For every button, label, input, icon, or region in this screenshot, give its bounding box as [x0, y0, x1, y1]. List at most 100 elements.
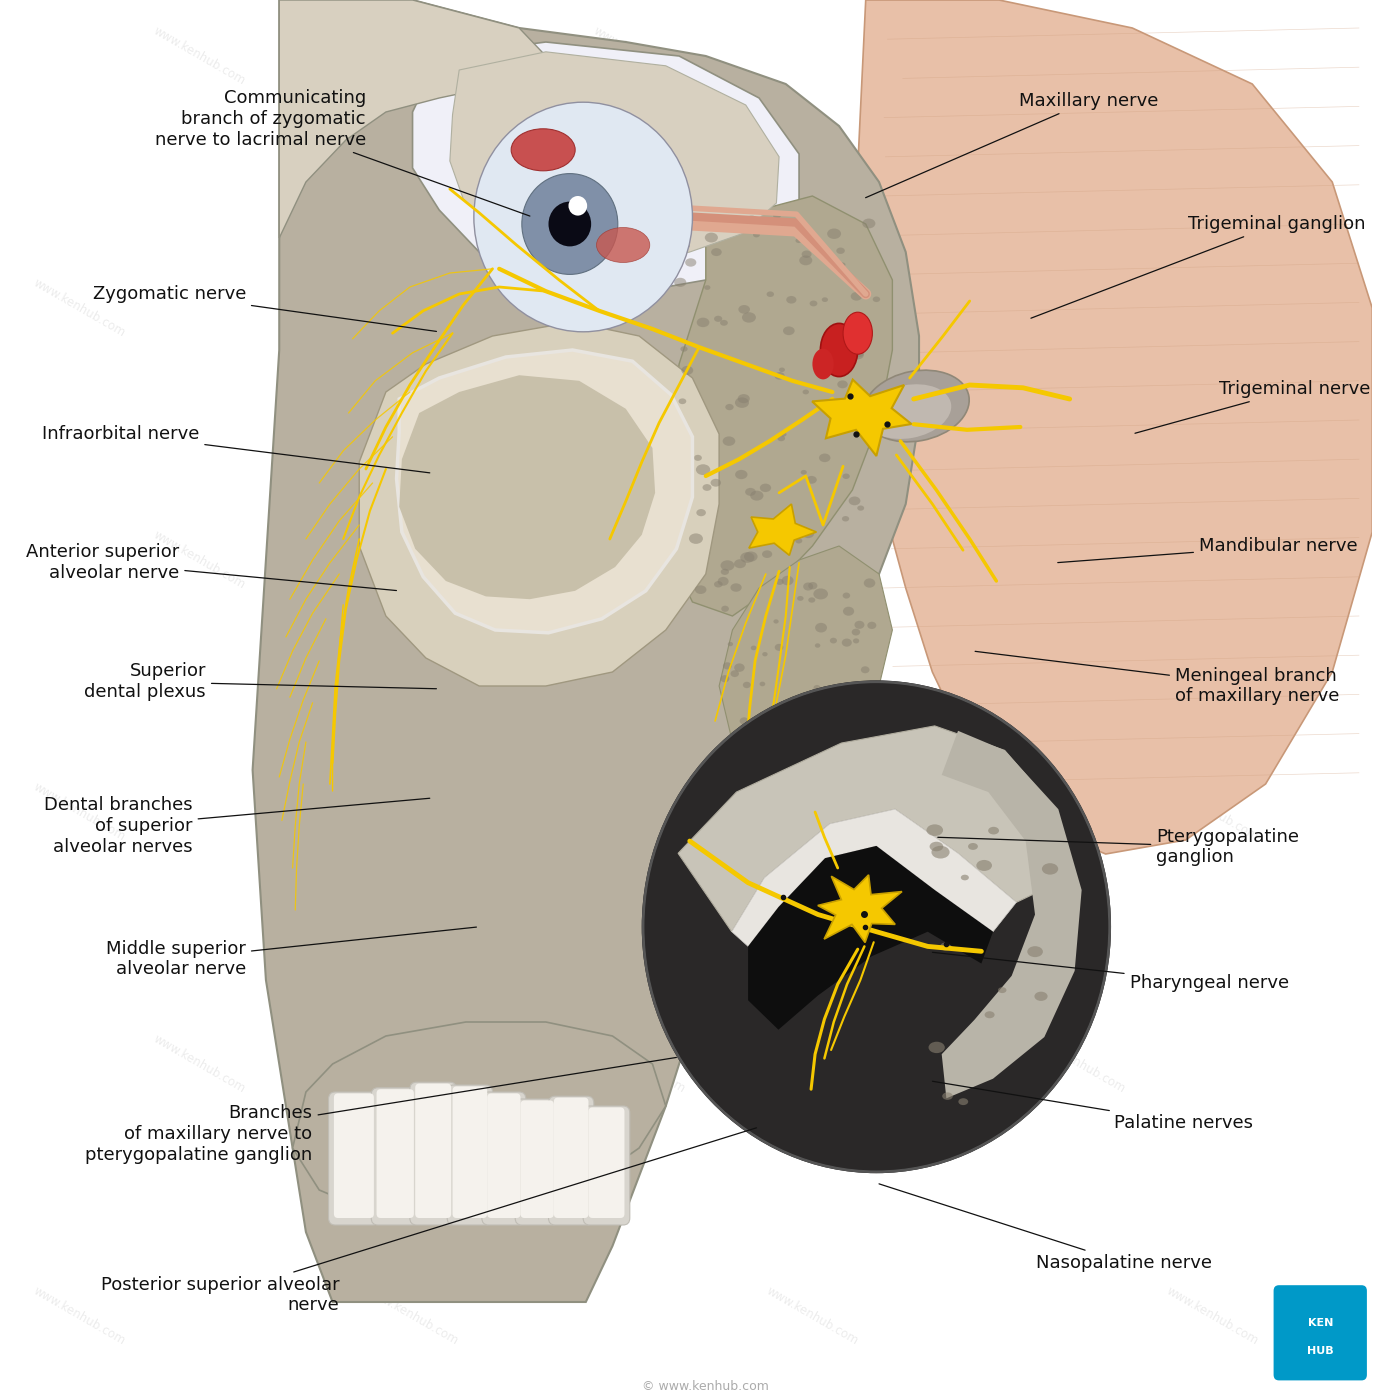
Polygon shape	[666, 196, 892, 616]
Polygon shape	[732, 809, 1016, 946]
FancyBboxPatch shape	[377, 1089, 414, 1218]
Ellipse shape	[781, 433, 787, 437]
Polygon shape	[812, 379, 911, 456]
Ellipse shape	[774, 748, 784, 755]
Text: www.kenhub.com: www.kenhub.com	[151, 1032, 248, 1096]
Text: www.kenhub.com: www.kenhub.com	[1030, 24, 1127, 88]
Text: www.kenhub.com: www.kenhub.com	[1163, 1284, 1260, 1348]
Ellipse shape	[967, 843, 977, 850]
Ellipse shape	[773, 762, 784, 771]
Ellipse shape	[827, 687, 833, 693]
Ellipse shape	[853, 706, 858, 710]
Ellipse shape	[718, 577, 728, 585]
Text: www.kenhub.com: www.kenhub.com	[31, 276, 127, 340]
Ellipse shape	[861, 666, 869, 673]
Text: Dental branches
of superior
alveolar nerves: Dental branches of superior alveolar ner…	[43, 797, 430, 855]
Ellipse shape	[735, 398, 749, 407]
Ellipse shape	[840, 262, 846, 267]
Ellipse shape	[864, 370, 969, 442]
Ellipse shape	[865, 384, 951, 440]
FancyBboxPatch shape	[515, 1099, 559, 1225]
Ellipse shape	[802, 529, 815, 538]
Ellipse shape	[680, 346, 687, 351]
Ellipse shape	[843, 592, 850, 599]
Polygon shape	[293, 1022, 666, 1218]
FancyBboxPatch shape	[416, 1084, 451, 1218]
Text: Mandibular nerve: Mandibular nerve	[1058, 538, 1358, 563]
Ellipse shape	[748, 224, 760, 234]
Ellipse shape	[988, 827, 1000, 834]
Polygon shape	[748, 846, 993, 1030]
Ellipse shape	[714, 581, 722, 588]
Text: Anterior superior
alveolar nerve: Anterior superior alveolar nerve	[27, 543, 396, 591]
FancyBboxPatch shape	[487, 1093, 521, 1218]
Text: www.kenhub.com: www.kenhub.com	[151, 24, 248, 88]
Ellipse shape	[682, 365, 693, 375]
Ellipse shape	[822, 297, 827, 302]
FancyBboxPatch shape	[329, 1092, 379, 1225]
Text: www.kenhub.com: www.kenhub.com	[591, 24, 687, 88]
Ellipse shape	[773, 619, 778, 623]
Ellipse shape	[797, 703, 806, 711]
FancyBboxPatch shape	[333, 1093, 374, 1218]
Ellipse shape	[805, 748, 815, 755]
Ellipse shape	[738, 305, 750, 314]
Polygon shape	[399, 375, 655, 599]
Ellipse shape	[802, 251, 812, 258]
Ellipse shape	[804, 582, 813, 591]
Text: Pharyngeal nerve: Pharyngeal nerve	[932, 952, 1289, 991]
Ellipse shape	[787, 295, 797, 304]
Ellipse shape	[679, 399, 686, 405]
Ellipse shape	[976, 860, 993, 871]
Text: www.kenhub.com: www.kenhub.com	[1030, 528, 1127, 592]
Ellipse shape	[722, 437, 735, 445]
Ellipse shape	[857, 505, 864, 511]
Ellipse shape	[827, 697, 834, 703]
Ellipse shape	[783, 326, 795, 335]
Ellipse shape	[843, 473, 850, 479]
Ellipse shape	[781, 575, 794, 585]
Text: Trigeminal ganglion: Trigeminal ganglion	[1030, 216, 1366, 318]
Ellipse shape	[760, 483, 771, 491]
Ellipse shape	[745, 216, 759, 227]
Ellipse shape	[795, 538, 802, 543]
Circle shape	[522, 174, 617, 274]
Ellipse shape	[797, 596, 804, 601]
Ellipse shape	[734, 664, 745, 672]
Ellipse shape	[864, 578, 875, 588]
Ellipse shape	[799, 255, 812, 266]
Text: Zygomatic nerve: Zygomatic nerve	[92, 286, 437, 332]
Ellipse shape	[685, 258, 696, 266]
Ellipse shape	[1028, 946, 1043, 958]
Ellipse shape	[731, 584, 742, 592]
Ellipse shape	[820, 323, 858, 377]
FancyBboxPatch shape	[521, 1100, 554, 1218]
FancyBboxPatch shape	[482, 1092, 526, 1225]
Text: www.kenhub.com: www.kenhub.com	[364, 780, 461, 844]
Ellipse shape	[776, 578, 784, 585]
Ellipse shape	[819, 454, 830, 462]
Ellipse shape	[939, 942, 952, 951]
Ellipse shape	[731, 671, 739, 678]
Ellipse shape	[801, 470, 806, 475]
Ellipse shape	[851, 350, 864, 360]
Ellipse shape	[960, 875, 969, 881]
Ellipse shape	[813, 588, 827, 599]
Ellipse shape	[511, 129, 575, 171]
Ellipse shape	[724, 217, 732, 224]
Ellipse shape	[928, 1042, 945, 1053]
Ellipse shape	[836, 248, 844, 253]
Ellipse shape	[808, 598, 815, 602]
Text: www.kenhub.com: www.kenhub.com	[364, 1284, 461, 1348]
Ellipse shape	[841, 517, 850, 521]
Ellipse shape	[721, 675, 729, 682]
FancyBboxPatch shape	[554, 1098, 588, 1218]
Ellipse shape	[735, 759, 741, 763]
Text: www.kenhub.com: www.kenhub.com	[591, 528, 687, 592]
Text: Branches
of maxillary nerve to
pterygopalatine ganglion: Branches of maxillary nerve to pterygopa…	[85, 1057, 676, 1163]
Text: Posterior superior alveolar
nerve: Posterior superior alveolar nerve	[101, 1128, 756, 1315]
Ellipse shape	[853, 638, 860, 644]
Ellipse shape	[725, 405, 734, 410]
Ellipse shape	[809, 301, 818, 307]
Ellipse shape	[774, 372, 785, 379]
